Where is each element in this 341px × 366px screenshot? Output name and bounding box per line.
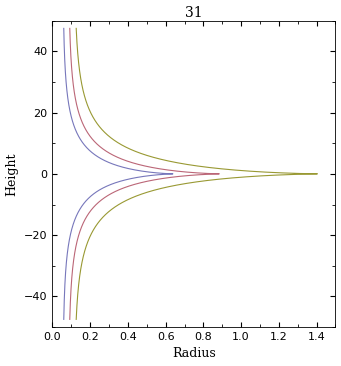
X-axis label: Radius: Radius xyxy=(172,347,216,361)
Title: 31: 31 xyxy=(185,5,203,19)
Y-axis label: Height: Height xyxy=(5,152,18,195)
